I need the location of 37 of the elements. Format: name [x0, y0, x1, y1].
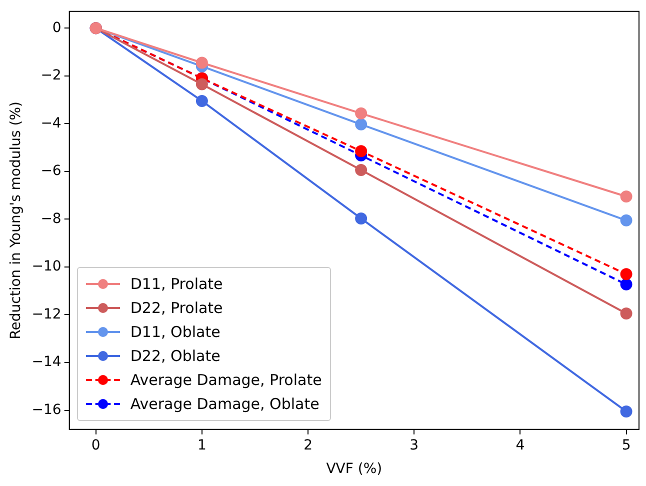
- point: [355, 118, 368, 130]
- point: [620, 190, 632, 203]
- legend-label: D11, Prolate: [130, 275, 223, 294]
- point: [620, 268, 632, 280]
- y-tick-label: −6: [40, 163, 62, 180]
- point: [355, 164, 368, 176]
- y-tick-label: −10: [32, 258, 62, 275]
- legend-label: D22, Prolate: [130, 299, 223, 318]
- y-tick-label: −12: [32, 306, 62, 322]
- x-axis-title: VVF (%): [326, 461, 382, 478]
- point: [355, 212, 368, 224]
- y-axis-title: Reduction in Young's modulus (%): [8, 101, 24, 340]
- point: [355, 145, 368, 158]
- point: [620, 405, 632, 418]
- x-tick-label: 3: [410, 437, 419, 454]
- x-tick-label: 1: [197, 437, 206, 454]
- point: [196, 56, 208, 69]
- y-tick-label: −2: [40, 68, 62, 84]
- point: [620, 278, 632, 290]
- legend-label: Average Damage, Prolate: [130, 371, 322, 390]
- y-tick-label: −14: [32, 354, 62, 370]
- point: [620, 308, 632, 320]
- x-tick-label: 2: [304, 437, 312, 454]
- y-tick-label: −8: [40, 210, 62, 227]
- y-tick-label: −4: [40, 115, 62, 132]
- point: [620, 214, 632, 226]
- x-tick-label: 4: [516, 437, 525, 454]
- legend-label: D11, Oblate: [130, 323, 220, 342]
- legend-label: Average Damage, Oblate: [130, 395, 320, 414]
- y-tick-label: 0: [52, 20, 62, 36]
- y-tick-label: −16: [32, 402, 62, 418]
- x-tick-label: 0: [91, 437, 100, 454]
- point: [196, 78, 208, 90]
- x-tick-label: 5: [622, 437, 631, 454]
- point: [196, 94, 208, 107]
- legend-label: D22, Oblate: [130, 347, 220, 366]
- point: [355, 107, 368, 120]
